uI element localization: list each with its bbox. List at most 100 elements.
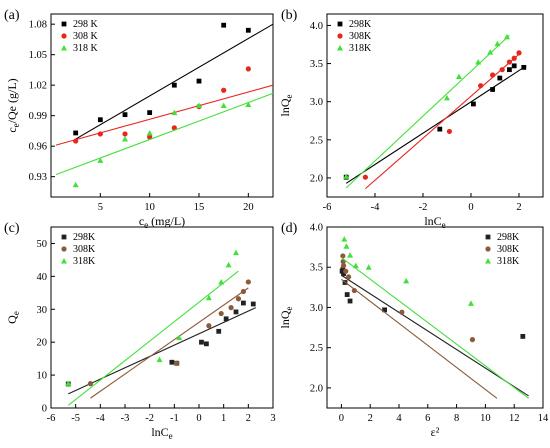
data-point [233, 249, 239, 256]
data-point [344, 292, 350, 297]
fit-line [55, 84, 273, 146]
data-point [362, 174, 368, 180]
x-axis-label: lnCe [424, 214, 445, 230]
y-tick-label: 3.0 [310, 97, 323, 108]
panel-2: (c)-6 -5 -4 -3 -2 -1 0 1 2 301020304050lnCeQe298K… [4, 221, 276, 441]
fit-line [67, 270, 239, 406]
x-axis-label: lnCe [151, 425, 172, 441]
panel-3: (d)0 2 4 6 8 10 12 142.02.53.03.54.0ε²lnQe298K3… [278, 221, 549, 439]
series-298K [339, 267, 529, 397]
data-point [516, 50, 522, 56]
x-tick-label: -5 [71, 413, 80, 424]
plot-frame [50, 13, 274, 198]
series-318K [65, 249, 239, 406]
x-tick-label: 0 [339, 413, 344, 424]
data-point [199, 339, 204, 345]
data-point [468, 300, 474, 306]
fit-line [55, 92, 273, 176]
data-point [520, 334, 526, 339]
panel-label: (c) [4, 221, 20, 236]
data-point [122, 112, 128, 118]
y-axis-label: ce/Qe (g/L) [5, 78, 21, 132]
y-tick-label: 0 [42, 404, 47, 415]
legend-label: 308K [497, 244, 520, 255]
y-axis-label: lnQe [278, 307, 294, 329]
legend-label: 308K [349, 31, 372, 42]
data-point [521, 64, 527, 70]
x-tick-label: -3 [121, 413, 130, 424]
legend-label: 318K [497, 256, 520, 267]
legend-label: 318K [73, 256, 96, 267]
data-point [250, 301, 256, 307]
legend-label: 298K [349, 19, 372, 30]
data-point [223, 316, 229, 322]
data-point [469, 337, 476, 343]
panel-label: (a) [4, 8, 20, 23]
data-point [487, 49, 494, 55]
y-tick-label: 50 [37, 239, 48, 250]
legend-marker [337, 45, 343, 51]
y-tick-label: 0.93 [29, 172, 47, 183]
x-tick-label: -4 [96, 413, 105, 424]
y-tick-label: 40 [37, 272, 48, 283]
y-tick-label: 1.02 [29, 81, 47, 92]
data-point [205, 294, 212, 301]
y-tick-label: 30 [37, 305, 48, 316]
legend-label: 318 K [73, 43, 99, 54]
data-point [511, 63, 517, 69]
data-point [218, 310, 224, 317]
data-point [122, 131, 128, 137]
x-tick-label: 14 [538, 413, 549, 424]
data-point [352, 262, 359, 269]
y-tick-label: 1.08 [29, 20, 47, 31]
data-point [340, 253, 346, 259]
series-308K [340, 253, 498, 399]
series-318K [341, 236, 529, 399]
legend-marker [337, 33, 343, 39]
y-tick-label: 0.99 [29, 111, 47, 122]
x-tick-label: 10 [480, 413, 491, 424]
series-298K [73, 22, 273, 140]
plot-frame [326, 226, 544, 409]
y-tick-label: 2.0 [310, 383, 323, 394]
data-point [196, 102, 202, 108]
series-318K [55, 92, 273, 188]
data-point [228, 305, 234, 311]
plot-frame [326, 13, 544, 198]
fit-line [90, 287, 249, 399]
data-point [233, 309, 239, 315]
data-point [176, 334, 183, 341]
data-point [506, 59, 512, 65]
data-point [507, 67, 512, 73]
x-tick-label: 0 [468, 202, 473, 213]
data-point [206, 323, 212, 329]
data-point [347, 298, 353, 304]
data-point [245, 27, 251, 33]
legend-label: 298K [73, 232, 96, 243]
y-axis-label: Qe [5, 311, 21, 324]
data-point [65, 380, 72, 386]
legend-marker [61, 33, 67, 39]
x-tick-label: 6 [425, 413, 430, 424]
data-point [216, 328, 222, 334]
panel-label: (b) [281, 8, 298, 23]
x-tick-label: -1 [170, 413, 179, 424]
data-point [147, 134, 153, 140]
fit-line [345, 65, 527, 184]
series-298K [65, 300, 256, 395]
y-tick-label: 10 [37, 371, 48, 382]
data-point [504, 33, 510, 40]
data-point [340, 267, 346, 273]
x-axis-label: ce (mg/L) [139, 214, 185, 230]
data-point [174, 360, 180, 366]
fit-line [341, 274, 529, 397]
y-tick-label: 1.05 [29, 50, 47, 61]
y-tick-label: 3.5 [310, 59, 323, 70]
legend-label: 298K [497, 232, 520, 243]
legend-label: 318K [349, 43, 372, 54]
legend-marker [61, 246, 67, 252]
panel-1: (b) -6 -4 -2 0 2 2.0 2.5 3.0 3.5 4.0 lnCe lnQe 298K30… [278, 8, 544, 230]
x-tick-label: 10 [144, 202, 155, 213]
